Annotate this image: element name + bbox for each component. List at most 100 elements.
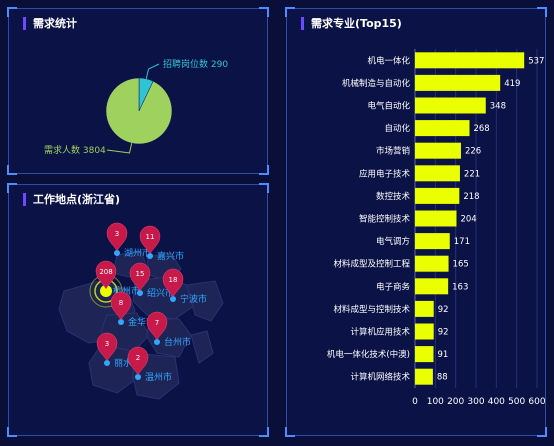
bar [415, 210, 457, 227]
pie-slice [105, 77, 173, 145]
bar-category-label: 机电一体化技术(中澳) [327, 349, 410, 360]
bar [415, 255, 449, 272]
bar-value-label: 218 [463, 192, 479, 202]
bar-x-tick-label: 400 [488, 397, 505, 407]
bar-category-label: 数控技术 [376, 191, 411, 202]
map-pin-value: 208 [99, 268, 112, 276]
bar [415, 97, 486, 114]
bar [415, 52, 525, 69]
bar-category-label: 电气自动化 [367, 101, 410, 112]
map-city-dot [154, 339, 160, 345]
bar [415, 278, 449, 295]
bar-value-label: 348 [490, 102, 506, 112]
map-pin-value: 18 [169, 276, 178, 284]
bar [415, 346, 434, 363]
location-map-title: 工作地点(浙江省) [23, 193, 120, 206]
map-city-label: 绍兴市 [147, 287, 174, 299]
map-pin [110, 291, 132, 321]
map-city-label: 宁波市 [180, 293, 207, 305]
map-pin [96, 332, 118, 362]
bar-x-tick-label: 0 [412, 397, 418, 407]
bar [415, 300, 434, 317]
map-pin-value: 7 [155, 319, 159, 327]
bar-value-label: 419 [504, 79, 520, 89]
bar [415, 368, 433, 385]
map-city-label: 温州市 [145, 371, 172, 383]
map-city-label: 台州市 [164, 336, 191, 348]
demand-stats-panel: 需求统计 招聘岗位数 290 需求人数 3804 [7, 7, 269, 175]
bar-value-label: 91 [438, 350, 449, 360]
bar-value-label: 92 [438, 328, 449, 338]
pie-slice-label: 需求人数 3804 [44, 144, 106, 156]
bar-value-label: 171 [454, 237, 470, 247]
pie-leader-line [106, 143, 133, 154]
bar-x-tick-label: 300 [467, 397, 484, 407]
bar-value-label: 221 [464, 169, 480, 179]
bar-value-label: 92 [438, 305, 449, 315]
map-city-dot [137, 290, 143, 296]
bar-x-tick-label: 100 [427, 397, 444, 407]
bar-value-label: 537 [528, 56, 544, 66]
map-region [190, 330, 214, 364]
demand-pie-chart: 招聘岗位数 290 需求人数 3804 [44, 58, 228, 156]
bar-category-label: 机械制造与自动化 [342, 78, 411, 89]
bar-category-label: 自动化 [384, 123, 410, 134]
bar-value-label: 88 [437, 373, 448, 383]
bar-category-label: 电子商务 [376, 281, 411, 292]
bar-value-label: 204 [460, 215, 476, 225]
majors-title: 需求专业(Top15) [301, 17, 402, 30]
map-pin-value: 3 [115, 230, 119, 238]
bar-category-label: 计算机应用技术 [350, 327, 410, 338]
majors-bar-chart: 0 100 200 300 400 500 600 机电一体化 537 机械制造与自动化 419 电气… [327, 49, 546, 407]
bar-x-tick-label: 200 [447, 397, 464, 407]
bar-category-label: 计算机网络技术 [350, 372, 410, 383]
map-pin-value: 2 [136, 354, 140, 362]
bar-value-label: 226 [465, 147, 481, 157]
map-highlight-dot [100, 285, 112, 297]
majors-panel: 需求专业(Top15) 0 100 200 300 400 500 600 机电一体化 537 机… [285, 7, 547, 437]
bar-value-label: 163 [452, 282, 468, 292]
map-pin-value: 8 [119, 299, 123, 307]
pie-slice-label: 招聘岗位数 290 [163, 58, 228, 70]
map-pin-value: 15 [136, 270, 145, 278]
bar-x-tick-label: 500 [508, 397, 525, 407]
map-region [186, 280, 224, 322]
bar-category-label: 材料成型及控制工程 [333, 259, 410, 270]
map-city-dot [147, 253, 153, 259]
bar-category-label: 材料成型与控制技术 [333, 304, 410, 315]
map-pin [95, 260, 117, 290]
bar-category-label: 市场营销 [376, 146, 411, 157]
location-map-panel: 工作地点(浙江省) 3 湖州市 11 嘉兴市 208 杭州市 15 绍兴市 18 宁波市 8 金华市 7… [7, 183, 269, 437]
bar-x-tick-label: 600 [528, 397, 545, 407]
map-city-dot [135, 374, 141, 380]
map-city-label: 嘉兴市 [157, 250, 184, 262]
map-city-dot [114, 250, 120, 256]
bar-category-label: 应用电子技术 [359, 168, 411, 179]
bar-category-label: 电气调方 [376, 236, 410, 247]
bar [415, 142, 461, 159]
map-pin [162, 268, 184, 298]
bar [415, 120, 470, 137]
map-pin [146, 311, 168, 341]
bar [415, 323, 434, 340]
bar-value-label: 268 [473, 124, 489, 134]
map-city-dot [118, 319, 124, 325]
map-pin [127, 346, 149, 376]
map-pin [106, 222, 128, 252]
bar-value-label: 165 [453, 260, 469, 270]
map-pin-value: 3 [105, 340, 109, 348]
bar [415, 74, 501, 91]
map-pin [129, 262, 151, 292]
map-city-dot [170, 296, 176, 302]
pie-leader-line [145, 63, 160, 79]
map-city-label: 湖州市 [124, 247, 151, 259]
map-pin [139, 225, 161, 255]
bar [415, 233, 450, 250]
bar [415, 165, 460, 182]
map-pin-value: 11 [146, 233, 155, 241]
bar-category-label: 智能控制技术 [359, 214, 411, 225]
bar-category-label: 机电一体化 [367, 55, 410, 66]
map-city-dot [104, 360, 110, 366]
bar [415, 187, 460, 204]
